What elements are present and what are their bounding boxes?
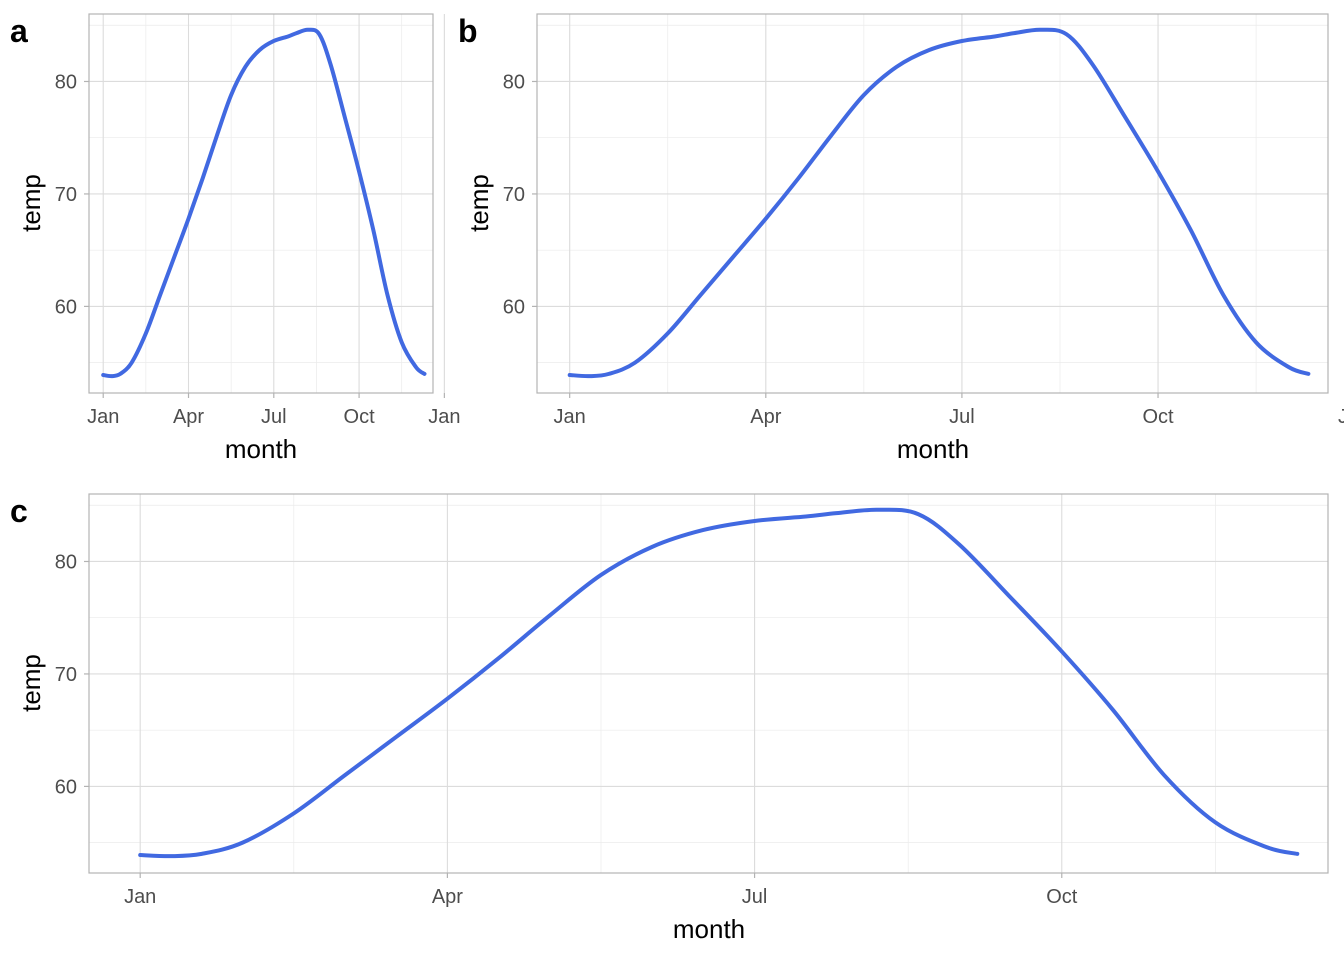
panel-b-x-tick-label: Jan (1338, 406, 1344, 428)
panel-tag-b: b (458, 13, 478, 49)
panel-a-x-tick-label: Apr (173, 406, 204, 428)
panel-a-plot-area: 60 70 80 Jan Apr Jul Oct Jan (55, 13, 460, 428)
panel-c-y-axis-title: temp (16, 654, 46, 712)
panel-a-x-tick-label: Jul (261, 406, 287, 428)
panel-c-temp-line (138, 507, 1300, 859)
panel-c-x-tick-label: Jan (124, 886, 156, 908)
panel-b-y-tick-label: 70 (503, 184, 525, 206)
panel-a-y-axis-title: temp (16, 174, 46, 232)
panel-a-x-tick-label: Jan (428, 406, 460, 428)
panel-b-plot-area: 60 70 80 Jan Apr Jul Oct Jan (503, 13, 1344, 428)
panel-c-x-tick-label: Apr (432, 886, 463, 908)
panel-c-x-tick-label: Oct (1046, 886, 1078, 908)
panel-a-frame (88, 13, 434, 394)
panel-b-x-tick-label: Jul (949, 406, 975, 428)
panel-a-x-tick-label: Oct (344, 406, 376, 428)
panel-b-x-tick-label: Oct (1142, 406, 1174, 428)
panel-a-temp-line (101, 27, 427, 379)
panel-c-x-tick-label: Jul (742, 886, 768, 908)
panel-c-y-tick-label: 60 (55, 776, 77, 798)
panel-b-x-tick-label: Jan (554, 406, 586, 428)
panel-a-y-tick-label: 70 (55, 184, 77, 206)
panel-c-y-tick-label: 80 (55, 551, 77, 573)
panel-a-y-tick-label: 80 (55, 71, 77, 93)
panel-b-x-tick-label: Apr (750, 406, 781, 428)
panel-c-y-tick-label: 70 (55, 664, 77, 686)
panel-a-x-axis-title: month (225, 434, 297, 464)
panel-a-x-tick-label: Jan (87, 406, 119, 428)
panel-b-x-axis-title: month (897, 434, 969, 464)
panel-a-y-tick-label: 60 (55, 296, 77, 318)
panel-b-y-tick-label: 80 (503, 71, 525, 93)
panel-tag-c: c (10, 493, 28, 529)
panel-a: a temp month 60 70 80 Jan Apr Jul Oct Jan (10, 13, 460, 464)
panel-b: b temp month 60 70 80 Jan Apr Jul Oct Jan (458, 13, 1344, 464)
panel-b-frame (536, 13, 1329, 394)
panel-b-temp-line (567, 27, 1311, 379)
panel-b-y-tick-label: 60 (503, 296, 525, 318)
panel-c-frame (88, 493, 1329, 874)
panel-c-x-axis-title: month (673, 914, 745, 944)
panel-b-y-axis-title: temp (464, 174, 494, 232)
panel-tag-a: a (10, 13, 28, 49)
